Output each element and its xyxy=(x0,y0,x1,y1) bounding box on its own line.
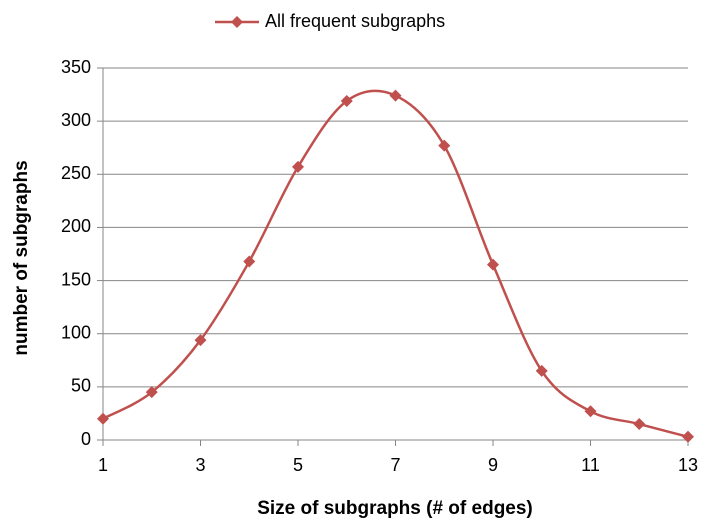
y-tick-label: 50 xyxy=(71,376,91,396)
marker xyxy=(194,334,207,347)
marker xyxy=(633,418,646,431)
y-tick-label: 300 xyxy=(61,110,91,130)
marker xyxy=(340,94,353,107)
marker xyxy=(535,364,548,377)
x-tick-label: 13 xyxy=(678,455,698,475)
x-axis-title: Size of subgraphs (# of edges) xyxy=(257,498,533,519)
x-tick-label: 1 xyxy=(98,455,108,475)
marker xyxy=(584,405,597,418)
x-tick-label: 11 xyxy=(581,455,600,475)
marker xyxy=(487,258,499,271)
marker xyxy=(438,139,451,152)
y-tick-label: 100 xyxy=(61,322,91,342)
y-tick-label: 350 xyxy=(61,57,91,77)
marker xyxy=(389,89,402,102)
y-tick-label: 200 xyxy=(61,216,91,236)
y-tick-label: 250 xyxy=(61,163,91,183)
marker xyxy=(243,255,256,268)
x-tick-label: 5 xyxy=(293,455,303,475)
y-tick-label: 0 xyxy=(81,429,91,449)
legend-label: All frequent subgraphs xyxy=(265,11,445,31)
marker xyxy=(145,386,158,399)
legend-marker xyxy=(231,16,243,28)
marker xyxy=(97,412,109,425)
line xyxy=(102,89,689,439)
x-tick-label: 3 xyxy=(195,455,205,475)
x-tick-label: 7 xyxy=(390,455,400,475)
x-tick-label: 9 xyxy=(488,455,498,475)
y-axis-title: number of subgraphs xyxy=(11,160,32,355)
y-tick-label: 150 xyxy=(61,269,91,289)
marker xyxy=(292,160,304,173)
marker xyxy=(682,430,694,443)
